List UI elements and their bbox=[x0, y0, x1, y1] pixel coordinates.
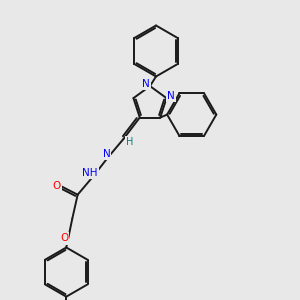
Text: O: O bbox=[53, 181, 61, 191]
Text: O: O bbox=[60, 233, 68, 244]
Text: N: N bbox=[167, 91, 175, 101]
Text: H: H bbox=[126, 136, 134, 147]
Text: NH: NH bbox=[82, 168, 98, 178]
Text: N: N bbox=[103, 149, 110, 159]
Text: N: N bbox=[142, 79, 150, 89]
